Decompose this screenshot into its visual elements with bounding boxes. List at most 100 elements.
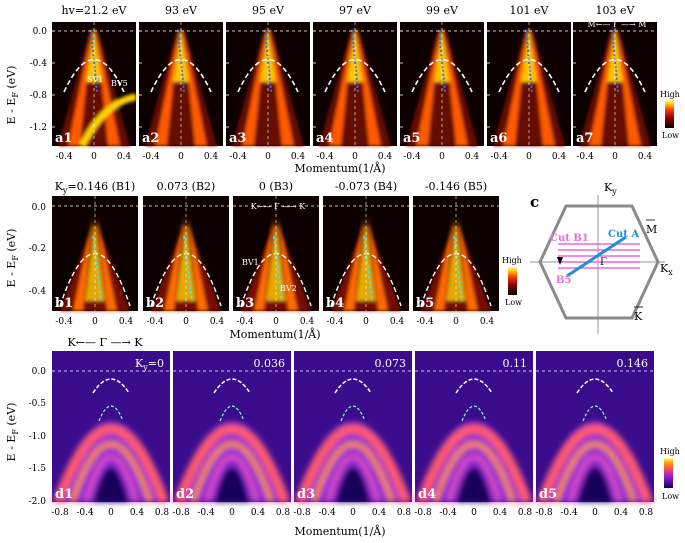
panel-label: a1 <box>55 131 72 146</box>
x-tick: -0.4 <box>576 152 594 162</box>
ky-cut-title: 0.073 (B2) <box>157 180 216 193</box>
x-tick: 0 <box>363 317 369 327</box>
panel-label: a6 <box>490 131 507 146</box>
x-tick: -0.4 <box>142 152 160 162</box>
x-tick: -0.8 <box>414 508 432 518</box>
row-a-ytick: -0.8 <box>30 91 48 101</box>
ky-cut-title: 0 (B3) <box>259 180 293 193</box>
x-tick: -0.8 <box>51 508 69 518</box>
row-d-ytick: -1.5 <box>29 464 47 474</box>
panel-c-label: c <box>530 193 539 211</box>
row-b-panel: b3 0 (B3) -0.4 0 0.4 <box>233 180 319 327</box>
row-b-colorbar-bar <box>508 267 517 295</box>
fit-line <box>183 235 193 302</box>
row-b-yticks: 0.0 -0.2 -0.4 <box>29 203 47 297</box>
x-tick: 0.4 <box>480 317 495 327</box>
row-b-ytick: -0.2 <box>29 244 46 254</box>
brillouin-hexagon <box>538 204 660 320</box>
fit-curve <box>98 405 124 422</box>
x-tick: -0.8 <box>293 508 311 518</box>
ky-value: 0.036 <box>254 357 286 370</box>
dispersion-glow <box>173 421 291 504</box>
x-tick: 0 <box>92 317 98 327</box>
row-b-xlabel: Momentum(1/Å) <box>229 327 320 341</box>
panel-label: a2 <box>142 131 159 146</box>
x-tick: 0 <box>453 317 459 327</box>
band-label-bv1: BV1 <box>242 258 259 267</box>
x-tick: 0.8 <box>155 508 170 518</box>
row-d-ytick: 0.0 <box>32 367 47 377</box>
row-a-colorbar-high: High <box>660 90 680 99</box>
cut-a-line <box>566 235 627 278</box>
row-d-panel: d3 0.073 -0.8 -0.4 0 0.4 0.8 <box>293 351 412 518</box>
panel-label: b3 <box>236 296 254 311</box>
dispersion-glow <box>536 421 654 504</box>
row-b-panel: b1 Ky=0.146 (B1) -0.4 0 0.4 <box>52 180 138 327</box>
photon-energy: hv=21.2 eV <box>62 4 128 17</box>
row-a-ytick: -1.2 <box>30 123 47 133</box>
x-tick: 0.8 <box>397 508 412 518</box>
row-d-panel: d2 0.036 -0.8 -0.4 0 0.4 0.8 <box>172 351 291 518</box>
fit-line <box>273 235 283 302</box>
panel-label: a5 <box>403 131 420 146</box>
x-tick: -0.4 <box>326 317 344 327</box>
row-a-panel: a4 97 eV -0.4 0 0.4 <box>313 4 397 162</box>
panel-label: b1 <box>55 296 73 311</box>
x-tick: -0.4 <box>316 152 334 162</box>
guide-curve <box>455 378 493 394</box>
x-tick: 0.8 <box>639 508 654 518</box>
row-d: E - EF (eV) 0.0 -0.5 -1.0 -1.5 -2.0 d1 Ky… <box>5 336 680 538</box>
x-tick: 0.4 <box>493 508 508 518</box>
row-b-colorbar-high: High <box>502 256 522 265</box>
fit-line <box>92 235 102 302</box>
fit-curve <box>340 405 366 422</box>
band-label-bv2: BV2 <box>280 284 297 293</box>
x-tick: 0 <box>592 508 598 518</box>
row-a: E - EF (eV) 0.0 -0.4 -0.8 -1.2 a1 hv=21.2… <box>5 4 680 175</box>
x-tick: 0 <box>108 508 114 518</box>
x-tick: 0.8 <box>276 508 291 518</box>
x-tick: -0.4 <box>416 317 434 327</box>
x-tick: -0.4 <box>55 152 73 162</box>
panel-label: b4 <box>326 296 344 311</box>
row-a-xlabel: Momentum(1/Å) <box>294 161 385 175</box>
x-tick: 0 <box>273 317 279 327</box>
x-tick: -0.4 <box>403 152 421 162</box>
x-tick: 0.4 <box>390 317 405 327</box>
row-b-ytick: -0.4 <box>29 287 47 297</box>
x-tick: -0.8 <box>172 508 190 518</box>
guide-curve <box>92 378 130 394</box>
row-a-ytick: -0.4 <box>30 59 48 69</box>
ky-axis-label: Ky <box>604 181 617 196</box>
x-tick: 0.4 <box>552 152 567 162</box>
x-tick: 0.4 <box>251 508 266 518</box>
x-tick: 0.4 <box>638 152 653 162</box>
row-a-ytick: 0.0 <box>33 27 48 37</box>
fit-curve <box>461 405 487 422</box>
photon-energy: 99 eV <box>426 4 459 17</box>
panel-label: a4 <box>316 131 333 146</box>
x-tick: 0 <box>350 508 356 518</box>
x-tick: -0.4 <box>197 508 215 518</box>
ky-value: 0.11 <box>503 357 528 370</box>
x-tick: 0.4 <box>210 317 225 327</box>
panel-label: b5 <box>416 296 434 311</box>
x-tick: 0.4 <box>130 508 145 518</box>
x-tick: 0.4 <box>117 152 132 162</box>
row-d-ylabel: E - EF (eV) <box>5 403 20 462</box>
x-tick: 0.8 <box>518 508 533 518</box>
cut-direction-arrow-icon <box>557 257 563 265</box>
x-tick: 0 <box>265 152 271 162</box>
panel-label: d2 <box>176 487 194 502</box>
dispersion-glow <box>294 421 412 504</box>
photon-energy: 97 eV <box>339 4 372 17</box>
x-tick: -0.4 <box>439 508 457 518</box>
row-b-direction: K←— Γ —→ K <box>251 202 307 211</box>
x-tick: 0.4 <box>614 508 629 518</box>
row-d-colorbar-high: High <box>660 447 680 456</box>
band-label-bv5: BV5 <box>111 79 128 88</box>
row-d-ytick: -1.0 <box>29 432 47 442</box>
x-tick: -0.4 <box>76 508 94 518</box>
guide-curve <box>334 378 372 394</box>
row-d-ytick: -2.0 <box>29 497 47 507</box>
